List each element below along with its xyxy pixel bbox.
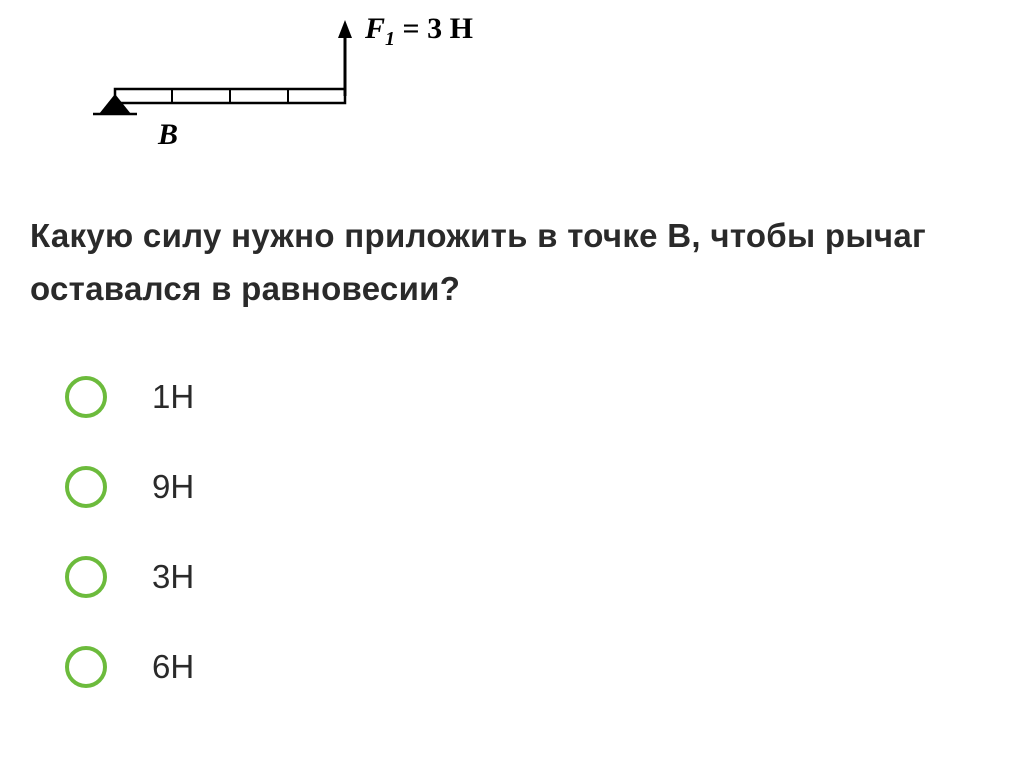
point-b-label: B	[158, 118, 178, 152]
option-label: 6Н	[152, 648, 194, 686]
option-row[interactable]: 1Н	[65, 376, 1000, 418]
radio-button[interactable]	[65, 466, 107, 508]
question-text: Какую силу нужно приложить в точке В, чт…	[30, 210, 1000, 316]
question-line-1: Какую силу нужно приложить в точке В, чт…	[30, 217, 926, 254]
question-line-2: оставался в равновесии?	[30, 270, 460, 307]
option-label: 9Н	[152, 468, 194, 506]
option-label: 1Н	[152, 378, 194, 416]
option-row[interactable]: 3Н	[65, 556, 1000, 598]
option-row[interactable]: 6Н	[65, 646, 1000, 688]
option-row[interactable]: 9Н	[65, 466, 1000, 508]
options-list: 1Н 9Н 3Н 6Н	[30, 376, 1000, 688]
radio-button[interactable]	[65, 376, 107, 418]
force-label: F1 = 3 H	[365, 12, 473, 51]
radio-button[interactable]	[65, 556, 107, 598]
radio-button[interactable]	[65, 646, 107, 688]
lever-diagram: F1 = 3 H B	[30, 10, 1000, 170]
option-label: 3Н	[152, 558, 194, 596]
